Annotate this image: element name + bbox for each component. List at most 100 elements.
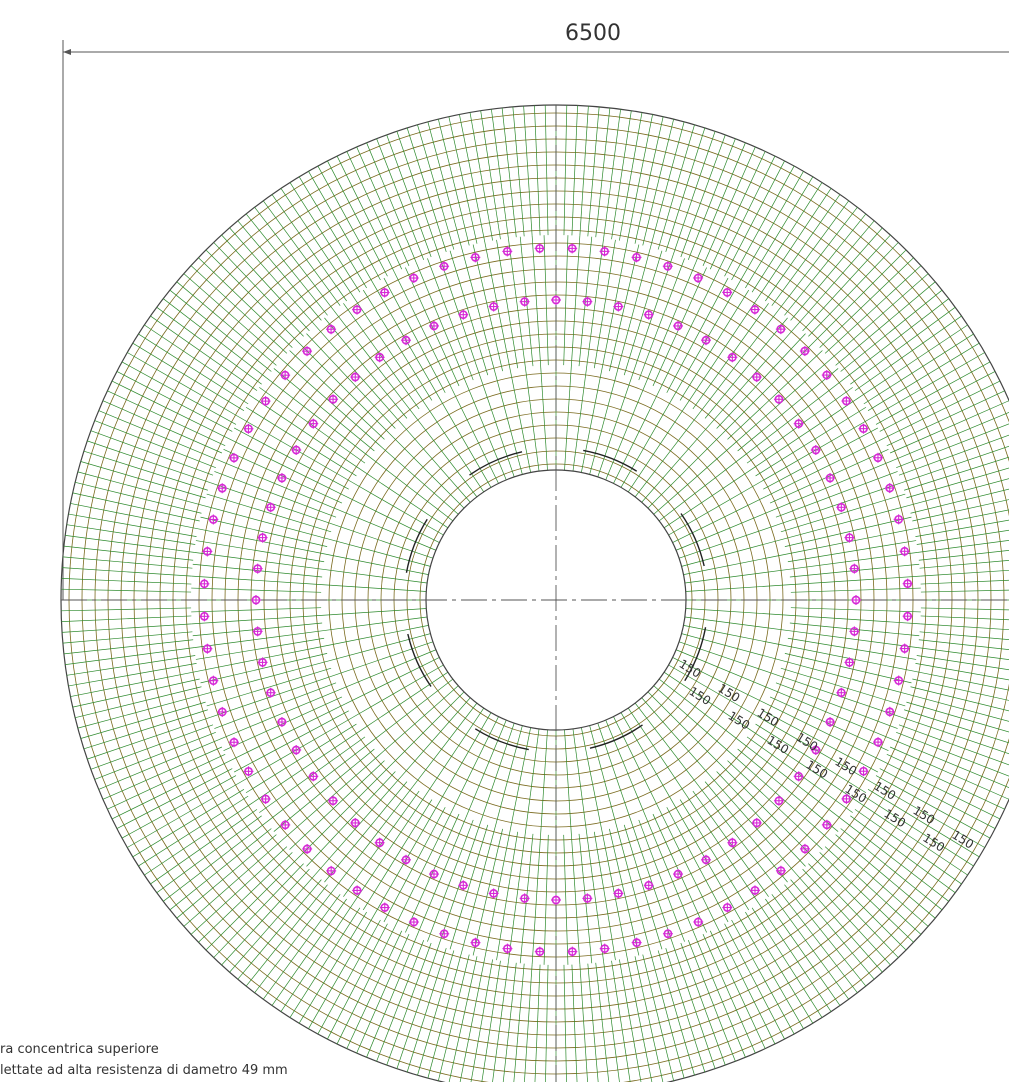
radial-bar: [751, 396, 860, 470]
anchor-bolt: [793, 771, 804, 782]
anchor-bolt: [849, 626, 860, 637]
radial-bar: [790, 615, 921, 625]
anchor-bolt: [773, 795, 784, 806]
radial-bar: [808, 863, 899, 958]
radial-bar: [616, 247, 651, 374]
anchor-bolt: [841, 793, 852, 804]
radial-bar: [150, 809, 258, 885]
anchor-bolt: [773, 394, 784, 405]
radial-bar: [273, 368, 375, 452]
radial-bar: [221, 234, 310, 332]
radial-bar: [200, 516, 328, 547]
radial-bar: [906, 701, 1009, 733]
radial-bar: [111, 761, 229, 820]
radial-bar: [252, 396, 361, 470]
radial-bar: [772, 459, 894, 511]
radial-bar: [623, 824, 663, 950]
anchor-bolt: [326, 865, 337, 876]
radial-bar: [564, 729, 572, 835]
inner-edge-mark: [469, 451, 523, 476]
anchor-bolt: [751, 372, 762, 383]
radial-bar: [716, 333, 806, 429]
radial-bar: [642, 954, 674, 1081]
radial-bar: [491, 109, 509, 239]
radial-bar: [920, 615, 1009, 621]
anchor-bolt: [228, 452, 239, 463]
radial-bar: [796, 227, 883, 326]
anchor-bolt: [401, 854, 411, 865]
radial-bar: [657, 124, 695, 250]
radial-bar: [376, 940, 425, 1062]
anchor-bolt: [265, 502, 276, 513]
radial-bar: [658, 678, 743, 744]
radial-bar: [685, 584, 791, 592]
radial-bar: [259, 387, 366, 464]
radial-bar: [127, 352, 241, 418]
inner-edge-mark: [405, 518, 428, 573]
inner-edge-mark: [474, 728, 529, 751]
radial-bar: [709, 151, 766, 270]
radial-bar: [784, 884, 867, 987]
radial-bar: [681, 633, 784, 662]
radial-bar: [132, 342, 245, 411]
radial-bar: [721, 341, 815, 435]
radial-bar: [775, 682, 898, 729]
radial-bar: [634, 702, 700, 787]
anchor-bolt: [825, 472, 836, 483]
radial-bar: [205, 249, 299, 343]
anchor-bolt: [884, 706, 895, 717]
radial-bar: [75, 482, 202, 514]
radial-bar: [766, 703, 884, 762]
radial-bar: [645, 816, 697, 938]
radial-bar: [352, 296, 426, 405]
radial-bar: [376, 138, 425, 260]
radial-bar: [356, 933, 410, 1054]
radial-bar: [867, 342, 980, 411]
radial-bar: [63, 545, 194, 561]
radial-bar: [150, 315, 258, 391]
radial-bar: [634, 956, 664, 1082]
radial-bar: [709, 930, 766, 1049]
radial-bar: [666, 277, 729, 393]
anchor-bolt: [899, 546, 910, 557]
radial-bar: [245, 406, 357, 477]
radial-bar: [765, 898, 841, 1006]
radial-bar: [867, 789, 980, 858]
radial-bar: [214, 682, 337, 729]
radial-bar: [213, 242, 304, 337]
radial-bar: [772, 689, 894, 741]
radial-bar: [663, 671, 752, 731]
radial-bar: [787, 637, 917, 660]
radial-bar: [176, 281, 277, 366]
radial-bar: [679, 799, 750, 911]
radial-bar: [531, 834, 541, 965]
radial-bar: [918, 639, 1009, 650]
anchor-bolt: [893, 675, 904, 686]
anchor-bolt: [599, 943, 610, 954]
radial-bar: [579, 106, 589, 236]
anchor-bolt: [257, 657, 268, 668]
radial-bar: [746, 736, 853, 813]
radial-bar: [563, 834, 569, 965]
anchor-bolt: [208, 514, 219, 525]
radial-bar: [62, 631, 193, 644]
anchor-bolt: [302, 843, 313, 854]
radial-bar: [620, 396, 674, 488]
radial-bar: [845, 821, 949, 902]
radial-bar: [438, 954, 470, 1081]
radial-bar: [102, 400, 223, 454]
radial-bar: [687, 940, 736, 1062]
anchor-bolt: [428, 869, 439, 880]
anchor-bolt: [643, 880, 654, 891]
anchor-bolt: [260, 793, 271, 804]
radial-bar: [587, 106, 600, 237]
radial-bar: [609, 828, 640, 956]
radial-bar: [916, 655, 1009, 671]
radial-bar: [194, 552, 324, 570]
radial-bar: [737, 748, 839, 832]
radial-bar: [593, 831, 616, 961]
radial-bar: [657, 950, 695, 1076]
radial-bar: [245, 723, 357, 794]
anchor-bolt: [662, 261, 673, 272]
radial-bar: [802, 868, 891, 966]
